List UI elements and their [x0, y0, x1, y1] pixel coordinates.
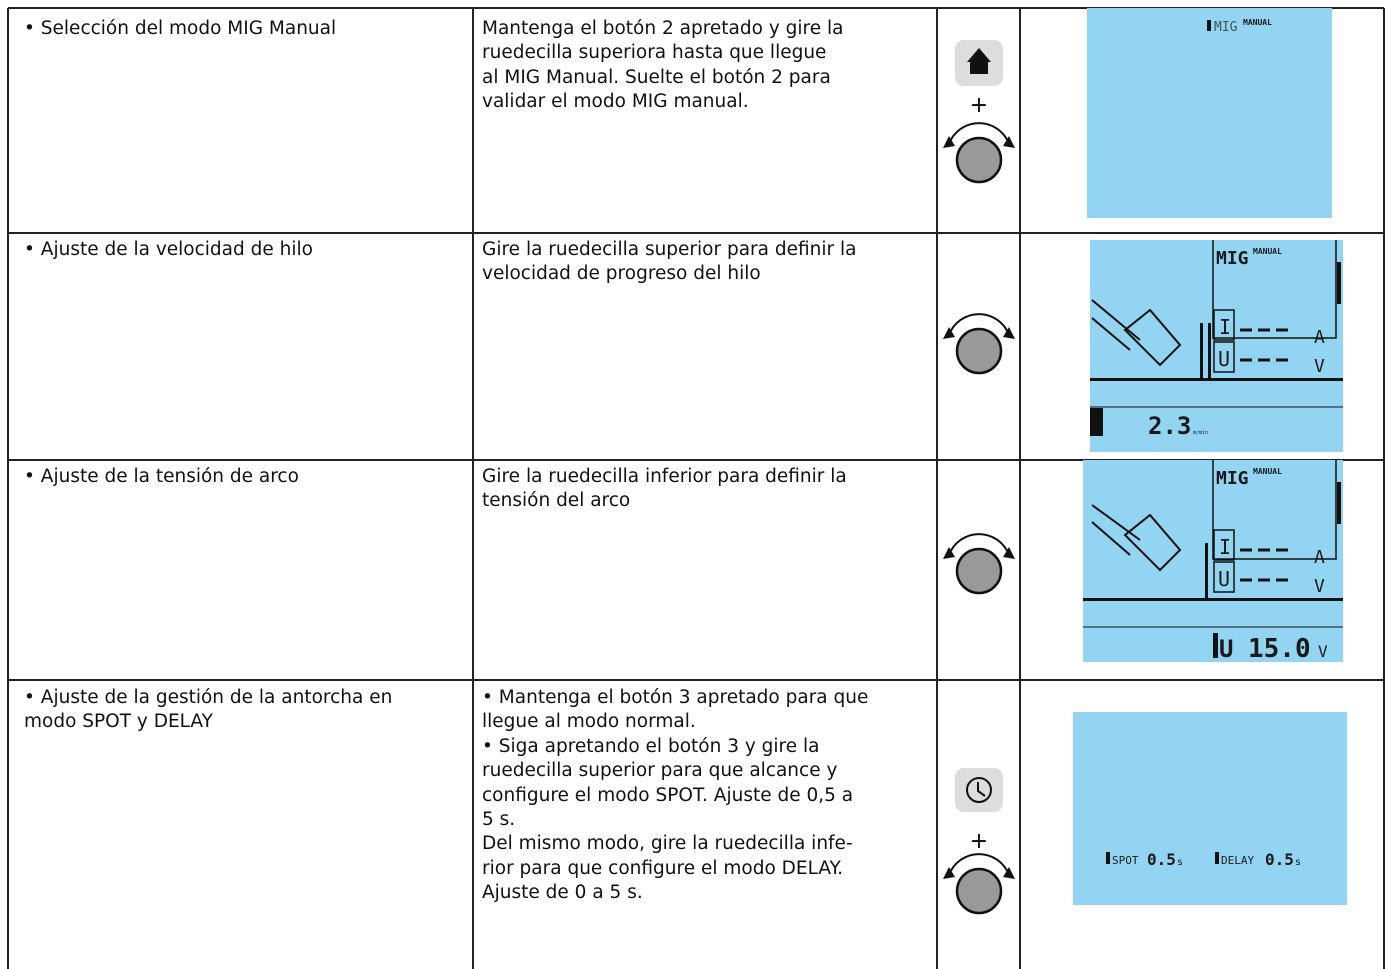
lcd-mode: MIG	[1216, 248, 1249, 269]
lcd-delay: DELAY	[1221, 854, 1254, 867]
lcd-voltage: U	[1218, 567, 1230, 591]
lcd-spot-unit: s	[1177, 857, 1183, 868]
text-line: validar el modo MIG manual.	[482, 91, 749, 113]
lcd-current: I	[1219, 535, 1231, 559]
lcd-display: SPOT 0.5 s DELAY 0.5 s	[1073, 712, 1347, 905]
lcd-reading-symbol: U	[1219, 635, 1233, 663]
text-line: al MIG Manual. Suelte el botón 2 para	[482, 66, 831, 88]
text-line: Del mismo modo, gire la ruedecilla infe-	[482, 833, 853, 855]
plus: +	[970, 829, 988, 854]
instruction-text: Gire la ruedecilla superior para definir…	[482, 238, 857, 287]
lcd-display: MIG MANUAL I U A V U 15.0 V	[1083, 460, 1343, 664]
text-line: • Selección del modo MIG Manual	[24, 18, 337, 39]
lcd-current: I	[1219, 315, 1231, 339]
text-line: llegue al modo normal.	[482, 711, 696, 733]
text-line: Gire la ruedecilla inferior para definir…	[482, 466, 847, 487]
lcd-mode-sub: MANUAL	[1253, 467, 1282, 476]
text-line: rior para que configure el modo DELAY.	[482, 857, 843, 879]
text-line: • Ajuste de la gestión de la antorcha en	[24, 687, 393, 708]
lcd-display: MIG MANUAL	[1087, 8, 1332, 218]
text-line: • Mantenga el botón 3 apretado para que	[482, 687, 869, 708]
lcd-reading-unit: m/min	[1193, 430, 1208, 436]
plus: +	[970, 93, 988, 118]
knob	[941, 121, 1017, 184]
lcd-mode: MIG	[1214, 20, 1238, 35]
step-text: • Ajuste de la velocidad de hilo	[24, 238, 313, 262]
lcd-display: MIG MANUAL I U A V 2.3 m/min	[1090, 240, 1343, 452]
instruction-text: Mantenga el botón 2 apretado y gire la ru…	[482, 17, 843, 115]
lcd-delay-value: 0.5	[1265, 850, 1294, 869]
text-line: configure el modo SPOT. Ajuste de 0,5 a	[482, 784, 854, 806]
lcd-reading-unit: V	[1318, 642, 1328, 661]
lcd-voltage-unit: V	[1314, 356, 1325, 377]
text-line: Gire la ruedecilla superior para definir…	[482, 239, 857, 260]
text-line: velocidad de progreso del hilo	[482, 263, 761, 285]
lcd-reading: 15.0	[1248, 634, 1311, 664]
lcd-current-unit: A	[1314, 327, 1325, 348]
step-text: • Selección del modo MIG Manual	[24, 17, 336, 41]
instruction-text: • Mantenga el botón 3 apretado para que l…	[482, 686, 868, 906]
step-text: • Ajuste de la gestión de la antorcha en…	[24, 686, 392, 735]
lcd-voltage: U	[1218, 347, 1230, 371]
lcd-spot-value: 0.5	[1147, 850, 1176, 869]
text-line: tensión del arco	[482, 490, 631, 512]
lcd-delay-unit: s	[1295, 857, 1301, 868]
text-line: • Ajuste de la tensión de arco	[24, 466, 299, 487]
lcd-current-unit: A	[1314, 547, 1325, 568]
knob	[941, 312, 1017, 375]
text-line: ruedecilla superior para que alcance y	[482, 760, 838, 782]
instruction-text: Gire la ruedecilla inferior para definir…	[482, 465, 847, 514]
text-line: 5 s.	[482, 809, 516, 831]
knob	[941, 852, 1017, 915]
text-line: • Siga apretando el botón 3 y gire la	[482, 735, 820, 757]
step-text: • Ajuste de la tensión de arco	[24, 465, 299, 489]
text-line: Ajuste de 0 a 5 s.	[482, 882, 643, 904]
lcd-reading: 2.3	[1148, 412, 1191, 440]
text-line: modo SPOT y DELAY	[24, 711, 213, 733]
lcd-voltage-unit: V	[1314, 576, 1325, 597]
lcd-mode-sub: MANUAL	[1243, 18, 1272, 27]
lcd-spot: SPOT	[1112, 854, 1139, 867]
lcd-mode-sub: MANUAL	[1253, 247, 1282, 256]
lcd-mode: MIG	[1216, 468, 1249, 489]
knob	[941, 532, 1017, 595]
text-line: • Ajuste de la velocidad de hilo	[24, 239, 313, 260]
text-line: Mantenga el botón 2 apretado y gire la	[482, 18, 844, 39]
text-line: ruedecilla superiora hasta que llegue	[482, 42, 827, 64]
